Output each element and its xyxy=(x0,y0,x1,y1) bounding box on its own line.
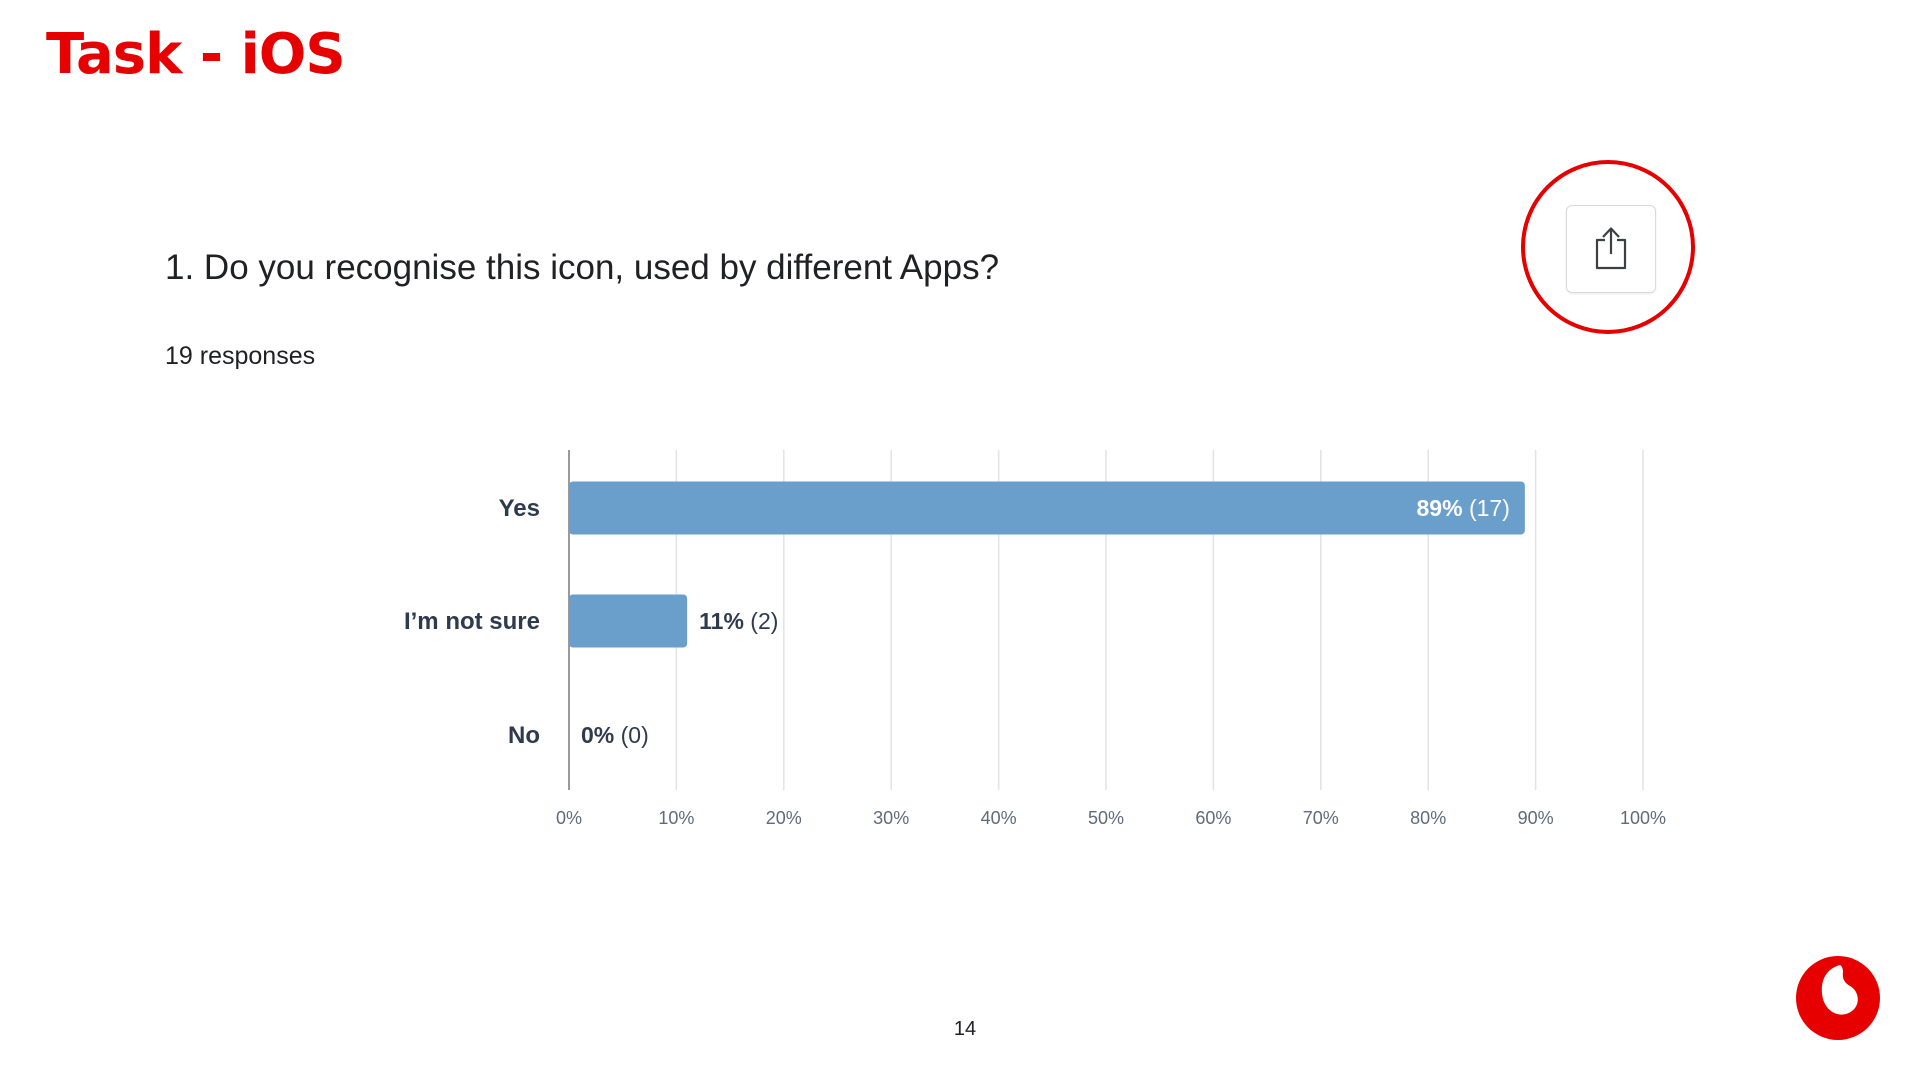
x-tick-label: 20% xyxy=(766,808,802,828)
data-label: 89% (17) xyxy=(1417,495,1510,521)
x-tick-label: 100% xyxy=(1620,808,1666,828)
category-label: I’m not sure xyxy=(404,608,540,635)
x-tick-label: 0% xyxy=(556,808,582,828)
data-label: 0% (0) xyxy=(581,722,649,748)
question-text: 1. Do you recognise this icon, used by d… xyxy=(165,248,1000,287)
x-tick-label: 50% xyxy=(1088,808,1124,828)
category-label: No xyxy=(508,722,540,749)
bar xyxy=(569,481,1525,535)
bar xyxy=(569,594,688,648)
x-tick-label: 60% xyxy=(1195,808,1231,828)
response-count: 19 responses xyxy=(165,342,316,370)
slide-title: Task - iOS xyxy=(46,22,346,87)
vodafone-logo xyxy=(1796,956,1880,1040)
page-number: 14 xyxy=(953,1018,977,1040)
x-tick-label: 40% xyxy=(981,808,1017,828)
x-tick-label: 80% xyxy=(1410,808,1446,828)
data-label: 11% (2) xyxy=(699,608,778,634)
x-tick-label: 30% xyxy=(873,808,909,828)
x-tick-label: 90% xyxy=(1518,808,1554,828)
x-tick-label: 70% xyxy=(1303,808,1339,828)
highlight-circle xyxy=(1521,160,1695,334)
category-label: Yes xyxy=(499,495,540,522)
x-tick-label: 10% xyxy=(658,808,694,828)
